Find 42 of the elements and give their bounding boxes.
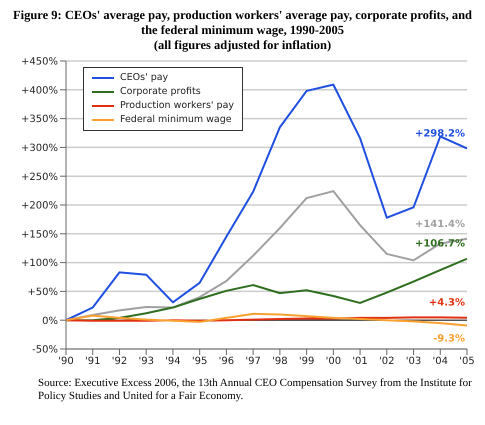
y-tick-label: 0% <box>42 316 58 327</box>
x-tick-label: '03 <box>406 356 422 368</box>
chart-subtitle: (all figures adjusted for inflation) <box>152 38 332 53</box>
x-tick-label: '99 <box>298 356 314 368</box>
x-tick-label: '95 <box>192 356 208 368</box>
data-label: +106.7% <box>414 238 465 250</box>
x-tick-label: '92 <box>112 356 128 368</box>
y-tick-label: +450% <box>21 56 58 68</box>
y-tick-label: +100% <box>21 258 58 270</box>
x-tick-label: '98 <box>272 356 288 368</box>
x-tick-label: '94 <box>165 356 181 368</box>
x-tick-label: '04 <box>432 356 448 368</box>
y-tick-label: +400% <box>21 85 58 96</box>
data-label: +141.4% <box>414 218 465 230</box>
x-tick-label: '05 <box>459 356 475 368</box>
y-tick-label: +200% <box>21 200 58 212</box>
x-tick-label: '00 <box>326 356 342 368</box>
legend-label: Corporate profits <box>120 85 201 99</box>
y-tick-label: +150% <box>21 229 58 240</box>
legend-label: CEOs' pay <box>120 71 168 85</box>
legend-label: Production workers' pay <box>120 99 234 113</box>
source-note: Source: Executive Excess 2006, the 13th Annual CEO Compensation Survey from the Institute for Policy Studies and United for a Fair Economy. <box>38 377 473 403</box>
x-tick-label: '02 <box>379 356 395 368</box>
x-tick-label: '01 <box>352 356 368 368</box>
x-tick-label: '97 <box>245 356 261 368</box>
y-tick-label: +350% <box>21 114 58 126</box>
line-series <box>65 312 468 327</box>
data-label: +4.3% <box>428 298 465 309</box>
x-tick-label: '91 <box>84 356 100 368</box>
legend-label: Federal minimum wage <box>120 113 232 127</box>
line-series <box>65 84 468 322</box>
chart-title: Figure 9: CEOs' average pay, production workers' average pay, corporate profits, and the federal minimum wage, 1990-2005 <box>12 8 473 38</box>
y-tick-label: -50% <box>32 344 58 356</box>
y-tick-label: +300% <box>21 142 58 154</box>
x-tick-label: '90 <box>58 356 74 368</box>
y-tick-label: +250% <box>21 172 58 183</box>
y-tick-label: +50% <box>27 286 58 298</box>
data-label: -9.3% <box>433 334 465 345</box>
x-tick-label: '93 <box>138 356 154 368</box>
x-tick-label: '96 <box>218 356 234 368</box>
line-series <box>65 190 468 322</box>
data-label: +298.2% <box>414 128 465 140</box>
